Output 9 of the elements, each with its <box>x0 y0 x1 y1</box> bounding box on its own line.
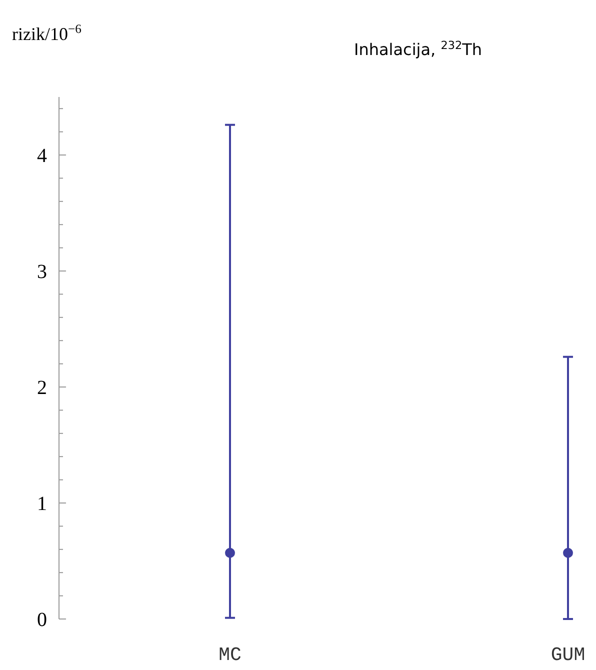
y-tick-label: 0 <box>37 609 47 631</box>
y-axis-title: rizik/10$^{−6}$ <box>12 22 82 44</box>
x-tick-label: GUM <box>550 644 586 666</box>
y-tick-label: 4 <box>37 145 47 167</box>
x-tick-label: MC <box>218 644 242 666</box>
chart-title: Inhalacija, $^{232}$Th <box>354 38 482 59</box>
y-tick-label: 1 <box>37 493 47 515</box>
y-tick-label: 2 <box>37 377 47 399</box>
y-tick-label: 3 <box>37 261 47 283</box>
